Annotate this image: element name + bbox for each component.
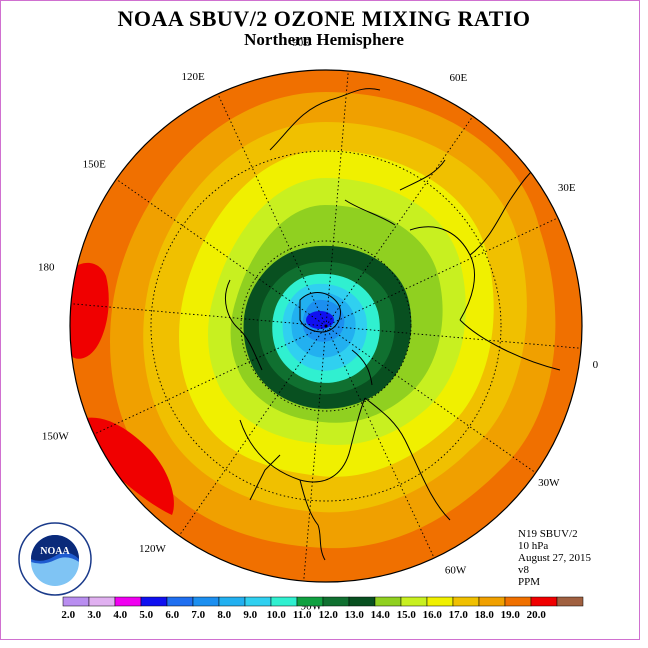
info-version: v8 (518, 564, 529, 576)
meridian-line (93, 325, 327, 435)
meridian-line (217, 93, 327, 327)
colorbar-swatch (270, 596, 298, 607)
plot-frame (0, 0, 640, 640)
colorbar-tick-label: 8.0 (217, 609, 231, 621)
field-band-18-19-southwest (78, 417, 174, 515)
lon-label-150e: 150E (83, 159, 107, 171)
colorbar-swatch (452, 596, 480, 607)
info-date: August 27, 2015 (518, 552, 592, 564)
colorbar: 2.0 3.0 4.0 5.0 6.0 7.0 8.0 9.0 10.0 11.0 12.0 13.0… (61, 596, 584, 621)
colorbar-swatch (504, 596, 532, 607)
map-boundary-circle (69, 69, 583, 583)
meridian-line (303, 325, 327, 582)
colorbar-swatch (62, 596, 90, 607)
colorbar-tick-label: 19.0 (501, 609, 521, 621)
colorbar-tick-label: 10.0 (267, 609, 287, 621)
colorbar-tick-label: 3.0 (87, 609, 101, 621)
info-level: 10 hPa (518, 540, 549, 552)
colorbar-tick-label: 7.0 (191, 609, 205, 621)
meridian-line (116, 178, 327, 327)
meridian-line (325, 325, 582, 349)
graticule (150, 150, 502, 502)
noaa-logo-text: NOAA (40, 546, 70, 557)
colorbar-tick-label: 11.0 (293, 609, 312, 621)
lon-label-30w: 30W (538, 477, 560, 489)
colorbar-swatch (322, 596, 350, 607)
lon-label-120w: 120W (139, 543, 167, 555)
colorbar-swatch (166, 596, 194, 607)
colorbar-tick-label: 17.0 (449, 609, 469, 621)
lon-label-180: 180 (38, 262, 55, 274)
colorbar-swatch (218, 596, 246, 607)
info-satellite: N19 SBUV/2 (518, 528, 578, 540)
field-band-5-6 (306, 311, 334, 329)
lon-label-0: 0 (593, 359, 599, 371)
field-band-18-19-west (70, 262, 109, 359)
lon-label-90e: 90E (292, 37, 310, 49)
meridian-line (325, 325, 536, 474)
colorbar-swatch (556, 596, 584, 607)
lon-label-120e: 120E (182, 71, 206, 83)
lon-label-60w: 60W (445, 565, 467, 577)
colorbar-tick-label: 15.0 (397, 609, 417, 621)
colorbar-swatch (140, 596, 168, 607)
colorbar-tick-label: 18.0 (475, 609, 495, 621)
meridian-line (325, 116, 474, 327)
colorbar-swatch (88, 596, 116, 607)
colorbar-tick-label: 4.0 (113, 609, 127, 621)
colorbar-tick-label: 2.0 (61, 609, 75, 621)
colorbar-swatch (244, 596, 272, 607)
lon-label-150w: 150W (42, 430, 70, 442)
colorbar-swatch (530, 596, 558, 607)
page-subtitle: Northern Hemisphere (244, 30, 404, 49)
info-block: N19 SBUV/2 10 hPa August 27, 2015 v8 PPM (518, 528, 591, 588)
colorbar-tick-label: 14.0 (371, 609, 391, 621)
colorbar-swatch (348, 596, 376, 607)
colorbar-swatch (374, 596, 402, 607)
page-title: NOAA SBUV/2 OZONE MIXING RATIO (117, 6, 531, 31)
meridian-line (325, 217, 559, 327)
colorbar-tick-label: 6.0 (165, 609, 179, 621)
colorbar-swatch (114, 596, 142, 607)
colorbar-swatch (400, 596, 428, 607)
meridian-line (325, 325, 435, 559)
meridian-line (325, 70, 349, 327)
colorbar-tick-label: 5.0 (139, 609, 153, 621)
colorbar-tick-label: 13.0 (345, 609, 365, 621)
info-units: PPM (518, 576, 541, 588)
meridian-line (178, 325, 327, 536)
coastlines (225, 88, 561, 561)
noaa-logo: NOAA (18, 522, 92, 596)
colorbar-swatch (192, 596, 220, 607)
colorbar-tick-label: 16.0 (423, 609, 443, 621)
colorbar-swatch (478, 596, 506, 607)
colorbar-tick-label: 20.0 (527, 609, 547, 621)
colorbar-tick-label: 9.0 (243, 609, 257, 621)
meridian-line (70, 303, 327, 327)
lon-label-30e: 30E (558, 182, 576, 194)
colorbar-swatch (426, 596, 454, 607)
lon-label-60e: 60E (450, 72, 468, 84)
colorbar-swatch (296, 596, 324, 607)
colorbar-tick-label: 12.0 (319, 609, 339, 621)
